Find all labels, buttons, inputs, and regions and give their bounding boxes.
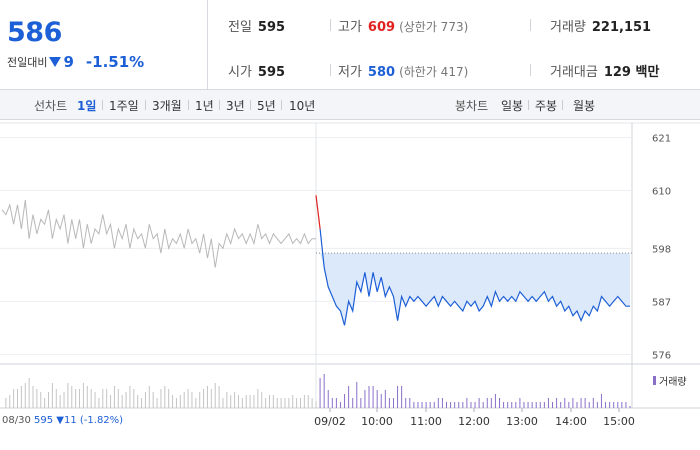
y-tick-label: 587 [652,297,671,308]
x-tick-label: 13:00 [506,415,538,428]
prev-close-label: 전일 [228,20,252,35]
price-summary: 586 전일대비 9 -1.51% [0,0,208,90]
volume-bars [5,374,631,408]
period-1y[interactable]: 1년 [195,99,214,113]
volume-label: 거래량 [550,20,586,35]
lower-limit: (하한가 417) [399,65,469,79]
x-tick-label: 12:00 [458,415,490,428]
prev-day-price: 595 [34,415,54,426]
trade-value-value: 129 백만 [603,65,660,80]
upper-limit: (상한가 773) [399,20,469,34]
chart-toolbar: 선차트 1일 1주일 3개월 1년 3년 5년 10년 봉차트 일봉 주봉 월봉 [0,90,700,120]
current-price: 586 [7,17,62,48]
period-1d[interactable]: 1일 [77,99,97,113]
volume-legend-label: 거래량 [659,377,687,388]
divider [528,100,529,110]
high-label: 고가 [338,20,362,35]
period-5y[interactable]: 5년 [257,99,276,113]
candle-weekly[interactable]: 주봉 [535,99,558,113]
info-trade-value: 거래대금 129 백만 [550,61,659,80]
change-percent: -1.51% [85,53,145,71]
today-line-down [319,228,630,326]
divider [530,64,531,76]
x-axis-labels: 09/02 10:00 11:00 12:00 13:00 14:00 15:00 [314,408,635,428]
divider [145,100,146,110]
y-tick-label: 610 [652,186,671,197]
prev-day-line [1,200,316,268]
period-10y[interactable]: 10년 [289,99,316,113]
chart-grid [0,122,700,409]
high-value: 609 [367,20,396,35]
divider [562,100,563,110]
volume-legend: 거래량 [653,373,687,388]
prev-day-change: ▼11 (-1.82%) [56,415,124,426]
chart-series [1,195,632,326]
period-3m[interactable]: 3개월 [152,99,182,113]
today-line-up [315,195,321,230]
y-tick-label: 621 [652,133,671,144]
prev-day-info: 08/30 595 ▼11 (-1.82%) [2,415,123,426]
divider [530,19,531,31]
divider [250,100,251,110]
divider [330,19,331,31]
today-fill-area [316,253,630,326]
y-tick-label: 598 [652,244,671,255]
price-chart[interactable]: 621 610 598 587 576 09/02 10:00 11:00 12:00 13:0… [0,121,700,450]
candle-daily[interactable]: 일봉 [501,99,524,113]
open-label: 시가 [228,65,252,80]
x-tick-label: 10:00 [361,415,393,428]
prev-day-date: 08/30 [2,415,31,426]
open-value: 595 [257,65,286,80]
info-volume: 거래량 221,151 [550,16,651,35]
info-high: 고가 609 (상한가 773) [338,16,468,35]
volume-value: 221,151 [591,20,652,35]
prev-close-value: 595 [257,20,286,35]
divider [219,100,220,110]
change-label: 전일대비 [7,56,48,69]
x-tick-label: 14:00 [555,415,587,428]
change-row: 전일대비 9 -1.51% [7,53,144,71]
change-amount: 9 [63,53,74,71]
line-chart-label: 선차트 [34,99,68,113]
low-value: 580 [367,65,396,80]
divider [188,100,189,110]
stock-header: 586 전일대비 9 -1.51% 전일 595 고가 609 (상한가 773) 거… [0,0,700,90]
trade-value-label: 거래대금 [550,65,598,80]
y-axis-ticks: 621 610 598 587 576 [652,133,671,361]
divider [102,100,103,110]
x-tick-label: 11:00 [410,415,442,428]
info-prev-close: 전일 595 [228,16,285,35]
info-open: 시가 595 [228,61,285,80]
divider [281,100,282,110]
info-low: 저가 580 (하한가 417) [338,61,468,80]
y-tick-label: 576 [652,350,671,361]
x-tick-label: 09/02 [314,415,346,428]
volume-swatch [653,376,656,385]
down-arrow-icon [49,57,62,67]
divider [330,64,331,76]
period-1w[interactable]: 1주일 [109,99,139,113]
period-3y[interactable]: 3년 [226,99,245,113]
low-label: 저가 [338,65,362,80]
x-tick-label: 15:00 [603,415,635,428]
candle-monthly[interactable]: 월봉 [573,99,596,113]
candle-chart-label: 봉차트 [455,99,489,113]
